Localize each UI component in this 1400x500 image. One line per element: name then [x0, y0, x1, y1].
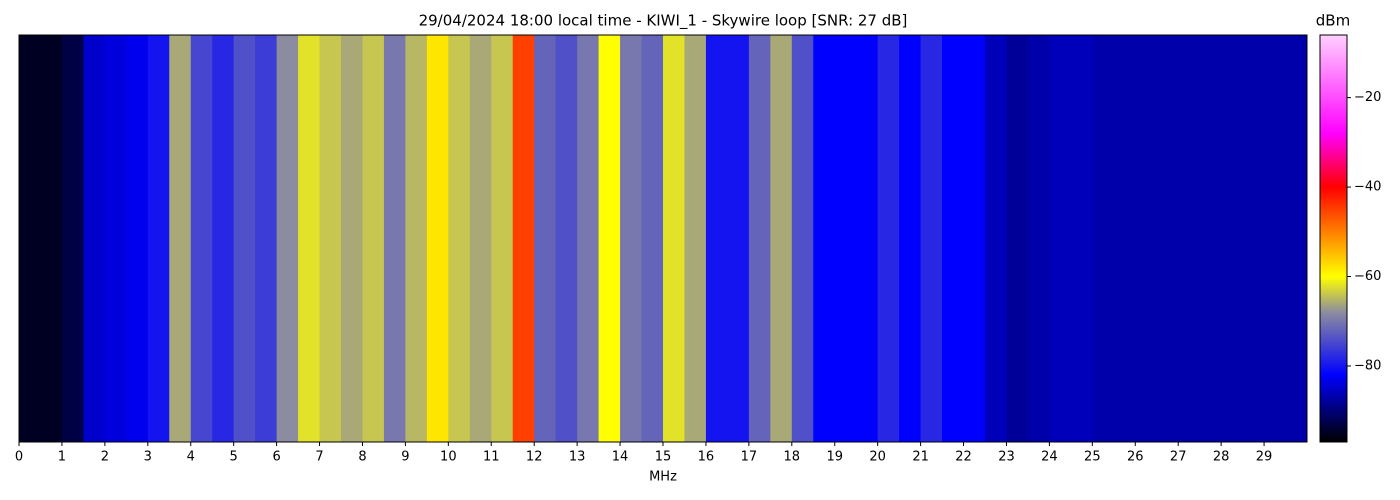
- x-tick-label: 1: [58, 450, 66, 465]
- x-tick-label: 0: [15, 450, 23, 465]
- spectrum-cell: [899, 35, 922, 442]
- spectrum-cell: [555, 35, 578, 442]
- spectrum-cell: [834, 35, 857, 442]
- x-tick-label: 25: [1084, 450, 1101, 465]
- spectrum-cell: [534, 35, 557, 442]
- spectrum-cell: [83, 35, 106, 442]
- x-tick-label: 14: [612, 450, 629, 465]
- x-tick-label: 22: [955, 450, 972, 465]
- spectrum-cell: [126, 35, 149, 442]
- spectrum-cell: [405, 35, 428, 442]
- spectrum-cell: [448, 35, 471, 442]
- spectrum-cell: [813, 35, 836, 442]
- x-tick-label: 29: [1256, 450, 1273, 465]
- spectrum-cell: [512, 35, 535, 442]
- spectrum-cell: [1049, 35, 1072, 442]
- x-tick-label: 9: [401, 450, 409, 465]
- x-tick-label: 27: [1170, 450, 1187, 465]
- spectrum-cell: [1027, 35, 1050, 442]
- x-tick-label: 19: [826, 450, 843, 465]
- spectrum-cell: [1242, 35, 1265, 442]
- spectrum-cell: [491, 35, 514, 442]
- x-tick-label: 4: [187, 450, 195, 465]
- spectrum-cell: [877, 35, 900, 442]
- x-tick-label: 6: [272, 450, 280, 465]
- x-tick-label: 18: [784, 450, 801, 465]
- colorbar-tick-label: −20: [1354, 90, 1381, 105]
- x-tick-label: 13: [569, 450, 586, 465]
- chart-title: 29/04/2024 18:00 local time - KIWI_1 - S…: [419, 12, 908, 31]
- spectrum-cell: [1006, 35, 1029, 442]
- x-tick-label: 10: [440, 450, 457, 465]
- spectrum-cell: [620, 35, 643, 442]
- spectrum-cell: [169, 35, 192, 442]
- spectrum-cell: [19, 35, 41, 442]
- spectrum-cell: [963, 35, 986, 442]
- spectrum-cell: [770, 35, 793, 442]
- spectrum-cell: [255, 35, 278, 442]
- spectrum-cell: [598, 35, 621, 442]
- x-tick-label: 23: [998, 450, 1015, 465]
- spectrum-cell: [104, 35, 127, 442]
- spectrum-cell: [985, 35, 1007, 442]
- x-tick-label: 24: [1041, 450, 1058, 465]
- spectrum-cell: [426, 35, 449, 442]
- spectrum-cell: [190, 35, 213, 442]
- spectrum-cell: [727, 35, 750, 442]
- colorbar-tick-label: −60: [1354, 269, 1381, 284]
- spectrum-cell: [233, 35, 256, 442]
- x-tick-label: 28: [1213, 450, 1230, 465]
- spectrum-cell: [1092, 35, 1115, 442]
- x-tick-label: 16: [698, 450, 715, 465]
- x-tick-label: 3: [144, 450, 152, 465]
- x-tick-label: 15: [655, 450, 672, 465]
- spectrum-cell: [641, 35, 664, 442]
- spectrum-cell: [942, 35, 965, 442]
- spectrum-cell: [298, 35, 321, 442]
- spectrum-cell: [577, 35, 600, 442]
- spectrum-cell: [383, 35, 406, 442]
- x-tick-label: 26: [1127, 450, 1144, 465]
- spectrum-cell: [1135, 35, 1158, 442]
- x-tick-label: 17: [741, 450, 758, 465]
- spectrum-cell: [319, 35, 342, 442]
- spectrum-cell: [856, 35, 879, 442]
- spectrum-cell: [663, 35, 685, 442]
- spectrum-cell: [1285, 35, 1308, 442]
- spectrum-cell: [61, 35, 84, 442]
- x-tick-label: 11: [483, 450, 500, 465]
- spectrum-cell: [748, 35, 771, 442]
- x-tick-label: 21: [912, 450, 929, 465]
- x-tick-label: 8: [358, 450, 366, 465]
- spectrum-cell: [1199, 35, 1222, 442]
- spectrum-cell: [1221, 35, 1244, 442]
- x-tick-label: 5: [230, 450, 238, 465]
- x-axis-label: MHz: [649, 470, 677, 485]
- spectrum-cell: [40, 35, 63, 442]
- colorbar-tick-label: −40: [1354, 180, 1381, 195]
- spectrum-cell: [1070, 35, 1093, 442]
- spectrum-cell: [705, 35, 728, 442]
- spectrum-cell: [1156, 35, 1179, 442]
- spectrum-cell: [469, 35, 492, 442]
- spectrum-cell: [147, 35, 170, 442]
- spectrum-cell: [341, 35, 363, 442]
- x-tick-label: 12: [526, 450, 543, 465]
- x-tick-label: 2: [101, 450, 109, 465]
- spectrum-cell: [212, 35, 235, 442]
- colorbar-label: dBm: [1316, 12, 1350, 30]
- spectrum-cell: [1264, 35, 1287, 442]
- spectrum-cell: [276, 35, 299, 442]
- spectrum-cell: [684, 35, 707, 442]
- spectrum-cell: [920, 35, 943, 442]
- colorbar: [1319, 34, 1348, 443]
- x-tick-label: 7: [315, 450, 323, 465]
- spectrum-cell: [1113, 35, 1136, 442]
- spectrum-cell: [1178, 35, 1201, 442]
- spectrum-cell: [362, 35, 385, 442]
- spectrum-cell: [791, 35, 814, 442]
- x-tick-label: 20: [869, 450, 886, 465]
- colorbar-tick-label: −80: [1354, 358, 1381, 373]
